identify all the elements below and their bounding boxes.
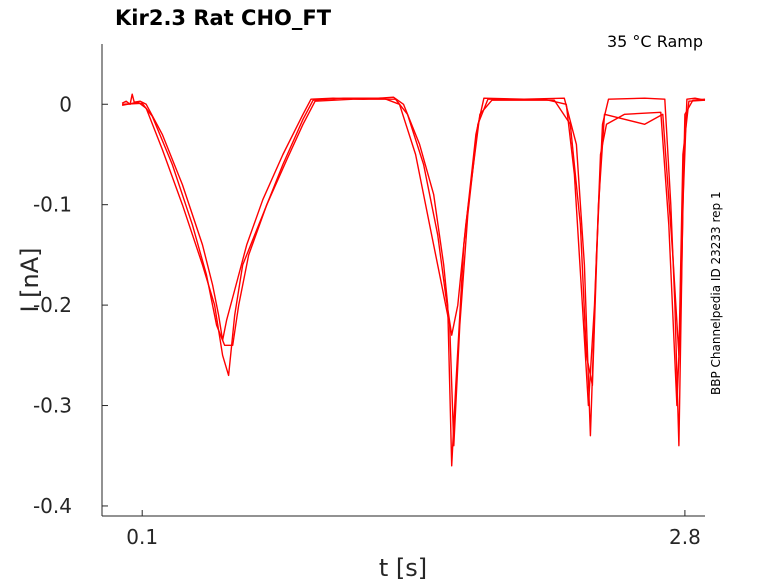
series-line-3 — [122, 98, 706, 387]
x-axis-label: t [s] — [379, 554, 427, 582]
chart-annotation: 35 °C Ramp — [607, 32, 703, 51]
axes-frame — [101, 44, 705, 517]
chart-title: Kir2.3 Rat CHO_FT — [115, 6, 332, 30]
y-tick-label: 0 — [59, 92, 72, 116]
y-tick-label: -0.2 — [33, 293, 72, 317]
y-tick-label: -0.4 — [33, 494, 72, 518]
y-tick-label: -0.3 — [33, 394, 72, 418]
x-tick-label: 2.8 — [669, 525, 701, 549]
plot-series — [121, 93, 706, 467]
y-ticks: 0 -0.1 -0.2 -0.3 -0.4 — [33, 92, 108, 518]
x-tick-label: 0.1 — [126, 525, 158, 549]
side-label: BBP Channelpedia ID 23233 rep 1 — [709, 191, 723, 395]
y-tick-label: -0.1 — [33, 193, 72, 217]
x-ticks: 0.1 2.8 — [126, 510, 701, 549]
series-line-1 — [121, 93, 706, 467]
y-axis-label: I [nA] — [16, 247, 44, 312]
